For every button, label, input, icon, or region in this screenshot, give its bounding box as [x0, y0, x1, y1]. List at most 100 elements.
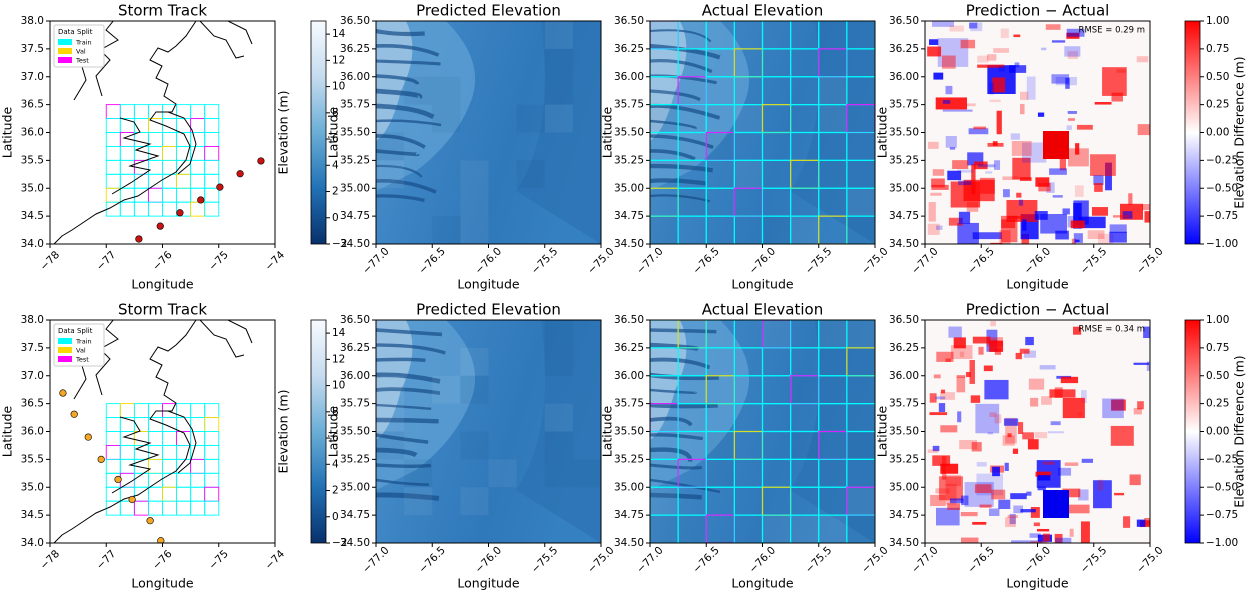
- tile-shade: [544, 403, 573, 432]
- y-tick-label: 35.0: [21, 481, 44, 493]
- y-axis-label: Latitude: [0, 405, 15, 457]
- diff-patch: [1060, 376, 1079, 384]
- y-tick-label: 35.00: [889, 182, 919, 194]
- tile-shade: [790, 431, 819, 460]
- split-tile: [147, 132, 163, 147]
- diff-patch: [977, 55, 989, 63]
- tile-shade: [544, 48, 573, 77]
- tile-shade: [790, 515, 819, 543]
- y-tick-label: 35.25: [614, 453, 644, 465]
- diff-patch: [979, 504, 992, 508]
- diff-patch: [950, 345, 973, 360]
- diff-patch: [1146, 361, 1150, 371]
- split-tile: [133, 444, 149, 460]
- y-tick-label: 34.75: [889, 210, 919, 222]
- split-tile: [190, 472, 206, 488]
- x-tick-label: −76.0: [747, 544, 778, 575]
- colorbar-tick-label: 4: [332, 159, 339, 171]
- diff-patch: [987, 432, 993, 435]
- split-tile: [162, 444, 178, 460]
- x-tick-label: −75.5: [1078, 544, 1109, 575]
- inlet: [650, 163, 714, 173]
- diff-patch: [1037, 112, 1045, 117]
- x-tick-label: −77.0: [360, 245, 391, 276]
- split-tile: [190, 458, 206, 474]
- split-tile: [204, 431, 220, 446]
- x-tick-label: −77.0: [360, 544, 391, 575]
- split-tile: [190, 417, 206, 432]
- storm-point: [236, 170, 244, 178]
- x-tick-label: −76.5: [417, 544, 448, 575]
- diff-patch: [1087, 230, 1105, 239]
- diff-patch: [1029, 533, 1041, 538]
- y-tick-label: 37.0: [21, 370, 44, 382]
- diff-patch: [976, 462, 987, 467]
- x-tick-label: −76.5: [691, 245, 722, 276]
- split-tile: [204, 159, 220, 175]
- split-tile: [133, 104, 149, 120]
- y-tick-label: 35.5: [21, 154, 44, 166]
- y-tick-label: 35.75: [889, 398, 919, 410]
- diff-patch: [1023, 350, 1036, 358]
- diff-patch: [1144, 517, 1150, 526]
- diff-patch: [1033, 522, 1040, 527]
- colorbar-label: Elevation Difference (m): [1232, 56, 1247, 208]
- diff-patch: [1052, 195, 1063, 198]
- diff-patch: [989, 340, 1004, 352]
- diff-patch: [932, 455, 951, 466]
- diff-patch: [975, 403, 1000, 434]
- diff-patch: [957, 411, 962, 423]
- tile-shade: [376, 160, 405, 189]
- legend-swatch: [58, 338, 72, 344]
- diff-patch: [1007, 215, 1024, 219]
- x-tick-label: −75.0: [585, 544, 616, 575]
- split-tile: [204, 500, 220, 516]
- diff-patch: [945, 358, 952, 362]
- inlet: [376, 478, 430, 486]
- split-tile: [162, 486, 178, 502]
- diff-patch: [1016, 192, 1022, 198]
- colorbar-tick-label: 0.00: [1206, 127, 1229, 139]
- diff-patch: [1111, 399, 1126, 411]
- y-tick-label: 36.00: [340, 71, 370, 83]
- inlet: [650, 29, 712, 43]
- diff-patch: [1042, 461, 1055, 465]
- diff-patch: [940, 425, 958, 433]
- y-tick-label: 34.50: [340, 537, 370, 549]
- diff-patch: [1010, 133, 1020, 140]
- split-tile: [204, 444, 220, 460]
- diff-patch: [1019, 103, 1025, 115]
- x-tick-label: −75: [207, 249, 231, 273]
- split-tile: [119, 159, 135, 175]
- x-tick-label: −75.5: [803, 245, 834, 276]
- tile-shade: [846, 487, 875, 516]
- storm-point: [114, 475, 122, 484]
- diff-patch: [949, 498, 964, 504]
- diff-patch: [1137, 401, 1144, 410]
- x-tick-label: −75.5: [803, 544, 834, 575]
- x-tick-label: −75.0: [1134, 544, 1165, 575]
- diff-patch: [1073, 326, 1082, 335]
- diff-patch: [1136, 56, 1149, 63]
- colorbar-tick-label: 12: [332, 353, 345, 365]
- diff-patch: [977, 164, 996, 168]
- panel-title: Prediction − Actual: [966, 2, 1110, 20]
- diff-patch: [945, 483, 957, 505]
- x-axis-label: Longitude: [457, 277, 519, 292]
- y-tick-label: 36.50: [340, 15, 370, 27]
- diff-patch: [960, 39, 976, 49]
- tile-shade: [734, 104, 763, 133]
- inlet: [376, 417, 439, 424]
- colorbar-tick-label: 0.25: [1206, 398, 1229, 410]
- x-tick-label: −76.0: [747, 245, 778, 276]
- split-tile: [204, 458, 220, 474]
- diff-patch: [935, 507, 960, 526]
- diff-patch: [949, 147, 956, 150]
- diff-patch: [1035, 177, 1050, 187]
- tile-shade: [818, 76, 847, 105]
- diff-patch: [932, 445, 940, 452]
- diff-patch: [998, 499, 1011, 509]
- legend-title: Data Split: [58, 327, 93, 335]
- tile-shade: [432, 216, 461, 244]
- diff-patch: [927, 141, 939, 149]
